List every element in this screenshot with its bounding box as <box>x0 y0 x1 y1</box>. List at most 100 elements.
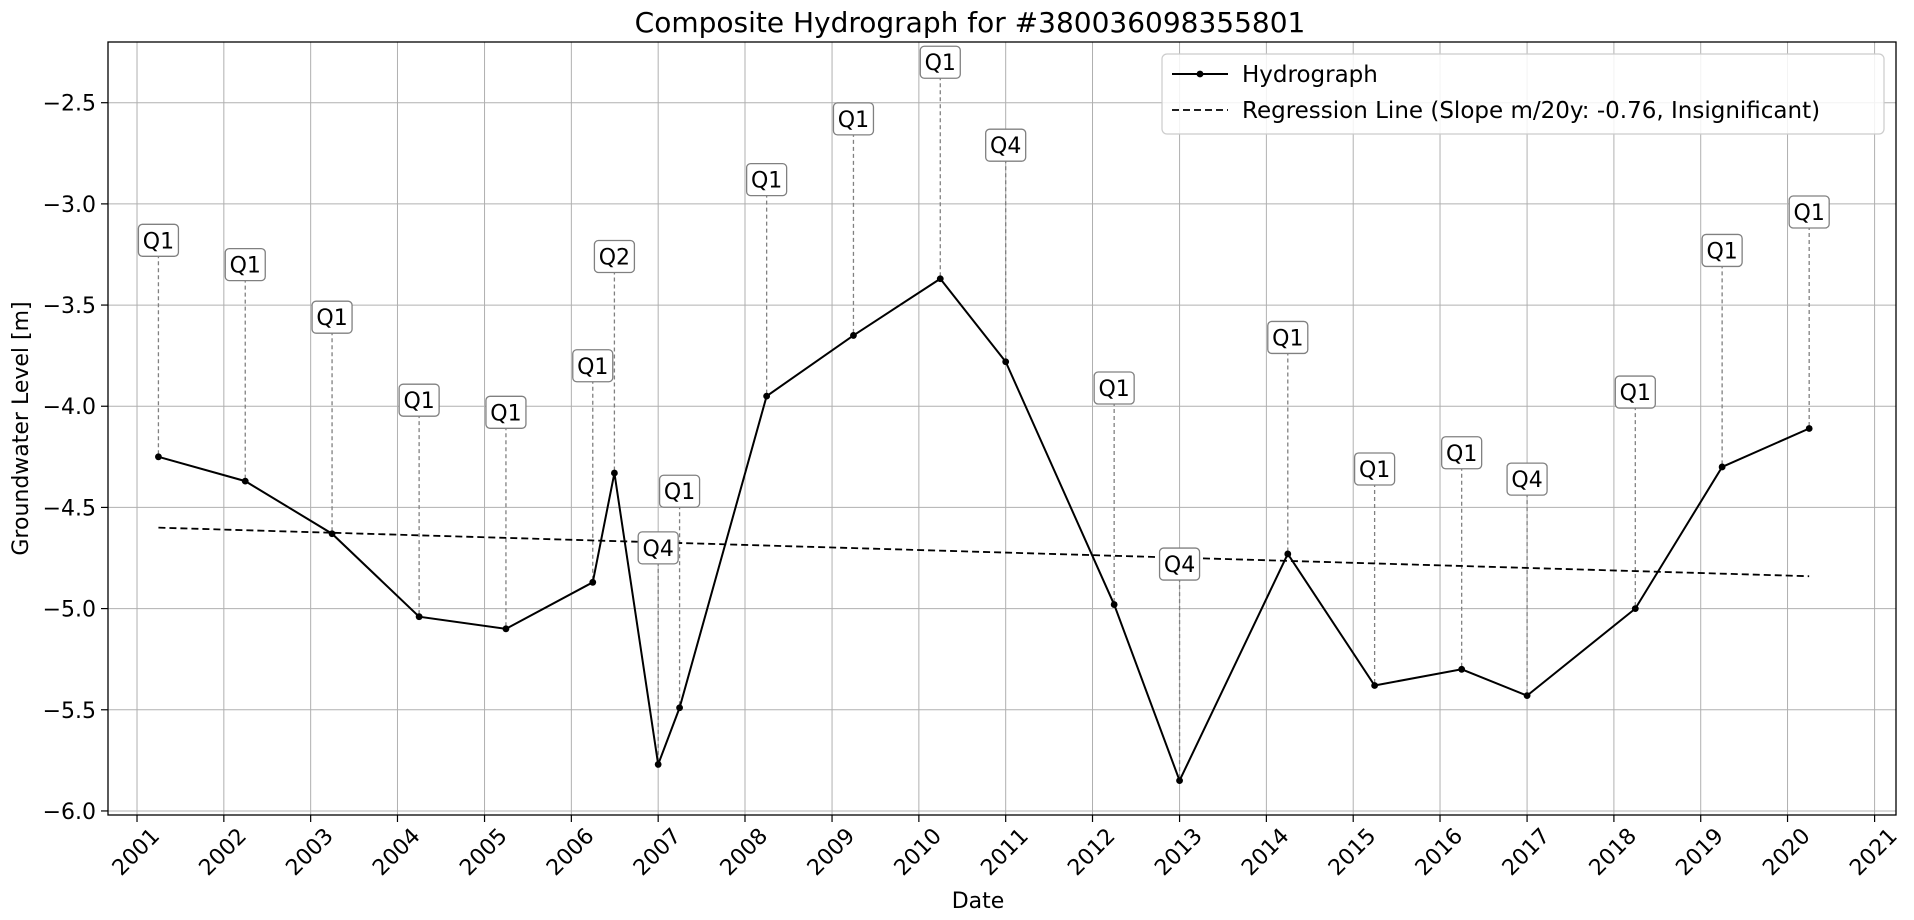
hydrograph-point <box>654 761 662 768</box>
y-tick-label: −2.5 <box>43 92 96 117</box>
x-tick-label: 2006 <box>542 824 599 881</box>
hydrograph-point <box>502 625 510 633</box>
x-tick-label: 2007 <box>629 824 686 881</box>
quarter-label: Q1 <box>572 349 614 383</box>
hydrograph-point <box>850 332 857 339</box>
hydrograph-point <box>589 578 597 586</box>
quarter-label-box <box>658 474 701 508</box>
quarter-label-box <box>1788 195 1830 229</box>
x-axis-label: Date <box>952 889 1005 914</box>
quarter-label-box <box>137 223 180 257</box>
quarter-label-box <box>832 102 875 136</box>
x-tick-label: 2012 <box>1063 824 1120 881</box>
quarter-label-text: Q1 <box>403 389 434 414</box>
quarter-label-text: Q1 <box>230 254 261 279</box>
quarter-label-box <box>919 45 961 79</box>
quarter-label-text: Q4 <box>1511 468 1542 493</box>
quarter-label: Q1 <box>398 383 440 417</box>
quarter-label-box <box>572 349 614 383</box>
x-tick-label: 2008 <box>716 824 773 881</box>
x-tick-label: 2017 <box>1498 824 1555 881</box>
chart-title: Composite Hydrograph for #38003609835580… <box>635 6 1306 39</box>
quarter-label-box <box>311 300 353 334</box>
x-tick-label: 2003 <box>281 824 338 881</box>
hydrograph-point <box>1718 463 1726 471</box>
x-tick-label: 2009 <box>803 824 860 881</box>
x-tick-label: 2014 <box>1237 824 1294 881</box>
quarter-label-box <box>398 383 440 417</box>
quarter-label-text: Q1 <box>925 51 956 76</box>
quarter-label: Q4 <box>985 128 1027 162</box>
quarter-label: Q1 <box>1788 195 1830 229</box>
legend-box <box>1161 53 1885 135</box>
quarter-label-text: Q1 <box>490 401 521 426</box>
hydrograph-point <box>936 275 944 283</box>
hydrograph-point <box>155 453 162 461</box>
x-tick-label: 2021 <box>1845 824 1902 881</box>
x-tick-label: 2011 <box>976 824 1033 881</box>
hydrograph-point <box>1805 425 1813 432</box>
quarter-label-box <box>1701 233 1743 268</box>
quarter-label: Q4 <box>1506 462 1548 496</box>
quarter-label: Q4 <box>637 531 679 565</box>
hydrograph-point <box>1631 605 1639 612</box>
hydrograph-point <box>1002 358 1010 366</box>
quarter-label-box <box>1093 371 1135 405</box>
y-tick-label: −5.5 <box>43 699 96 724</box>
quarter-label-box <box>745 162 788 197</box>
quarter-label-box <box>985 128 1027 162</box>
quarter-label: Q1 <box>1614 375 1656 409</box>
quarter-label-box <box>224 247 266 282</box>
quarter-label: Q1 <box>658 474 701 508</box>
hydrograph-point <box>1110 601 1118 608</box>
quarter-label-text: Q1 <box>1359 458 1390 483</box>
grid-layer <box>108 42 1896 815</box>
quarter-label-text: Q1 <box>143 229 174 254</box>
quarter-label: Q1 <box>137 223 180 257</box>
hydrograph-point <box>1458 665 1466 673</box>
hydrograph-point <box>241 477 249 485</box>
quarter-label-box <box>1614 375 1656 409</box>
annotation-lines-layer <box>157 62 1810 781</box>
hydrograph-point <box>763 392 771 400</box>
x-tick-label: 2018 <box>1585 824 1642 881</box>
quarter-label: Q1 <box>1093 371 1135 405</box>
hydrograph-line <box>158 277 1810 784</box>
y-axis-label: Groundwater Level [m] <box>9 301 34 555</box>
quarter-label: Q1 <box>919 45 961 79</box>
quarter-label-text: Q4 <box>643 537 674 562</box>
x-tick-label: 2016 <box>1411 824 1468 881</box>
x-tick-label: 2002 <box>195 824 252 881</box>
ticks-layer: −2.5 −3.0 −3.5 −4.0 −4.5 −5.0 −5.5 −6.0 2001 2002… <box>43 92 1903 881</box>
hydrograph-point <box>1284 550 1292 558</box>
y-tick-label: −4.0 <box>43 395 96 420</box>
x-tick-label: 2010 <box>890 824 947 881</box>
quarter-label: Q1 <box>745 162 788 197</box>
quarter-label-box <box>1353 452 1396 486</box>
quarter-label: Q1 <box>311 300 353 334</box>
quarter-label-text: Q1 <box>664 480 695 505</box>
quarter-label-text: Q4 <box>1164 553 1195 578</box>
quarter-label-text: Q1 <box>1098 377 1129 402</box>
quarter-label-box <box>1441 436 1483 470</box>
y-tick-label: −3.5 <box>43 294 96 319</box>
x-tick-label: 2013 <box>1150 824 1207 881</box>
quarter-label-box <box>1267 320 1309 355</box>
x-tick-label: 2020 <box>1758 824 1815 881</box>
quarter-label: Q1 <box>1701 233 1743 268</box>
x-tick-label: 2001 <box>108 824 165 881</box>
hydrograph-point <box>1523 692 1531 700</box>
legend-hydrograph-label: Hydrograph <box>1242 62 1378 88</box>
x-tick-label: 2004 <box>368 824 425 881</box>
quarter-label-text: Q1 <box>577 355 608 380</box>
quarter-label: Q1 <box>224 247 266 282</box>
quarter-label-text: Q4 <box>990 134 1021 159</box>
plot-frame <box>107 41 1897 816</box>
quarter-label-box <box>1506 462 1548 496</box>
hydrograph-point <box>415 613 423 621</box>
quarter-label-text: Q1 <box>316 306 347 331</box>
legend: Hydrograph Regression Line (Slope m/20y: … <box>1161 53 1885 135</box>
quarter-label-text: Q1 <box>1794 201 1825 226</box>
quarter-label-text: Q1 <box>838 108 869 133</box>
